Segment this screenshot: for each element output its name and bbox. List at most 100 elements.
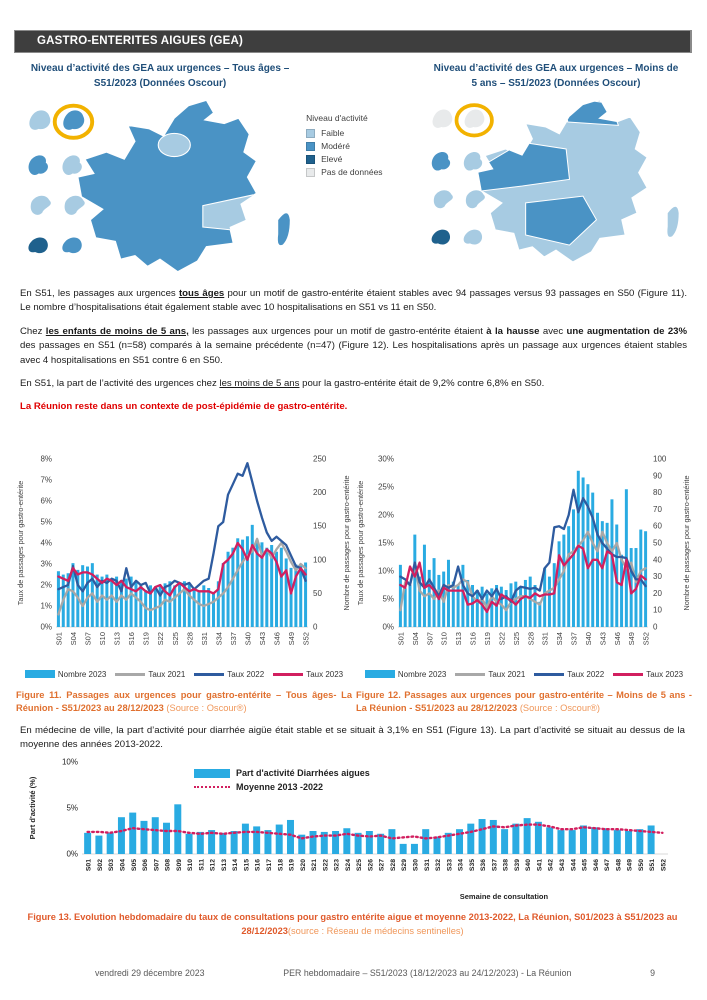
line-swatch: [613, 672, 644, 676]
svg-text:S20: S20: [300, 859, 307, 871]
line-swatch: [273, 672, 304, 676]
svg-text:S05: S05: [131, 859, 138, 871]
svg-text:0%: 0%: [40, 622, 52, 631]
svg-text:S40: S40: [525, 859, 532, 871]
svg-text:7%: 7%: [40, 475, 52, 484]
svg-text:S49: S49: [627, 859, 634, 871]
svg-text:0: 0: [653, 622, 658, 631]
svg-text:S37: S37: [229, 632, 238, 645]
footer-date: vendredi 29 décembre 2023: [95, 968, 205, 978]
chart-legend-item: Taux 2023: [273, 670, 343, 679]
svg-text:S34: S34: [555, 632, 564, 645]
svg-text:30%: 30%: [378, 454, 394, 463]
svg-text:250: 250: [313, 454, 327, 463]
chart-legend-item: Taux 2022: [194, 670, 264, 679]
map-title-tous-ages: Niveau d’activité des GEA aux urgences –…: [30, 63, 290, 89]
legend-label: Elevé: [321, 154, 343, 164]
svg-text:S38: S38: [503, 859, 510, 871]
svg-text:S19: S19: [142, 632, 151, 645]
svg-text:S31: S31: [200, 632, 209, 645]
section-header: GASTRO-ENTERITES AIGUES (GEA): [14, 30, 692, 53]
map-legend-title: Niveau d'activité: [306, 113, 368, 123]
maps-section: Niveau d’activité des GEA aux urgences –…: [14, 61, 691, 277]
france-map-tous-ages: [28, 99, 291, 273]
svg-text:6%: 6%: [40, 496, 52, 505]
svg-text:S37: S37: [491, 859, 498, 871]
svg-text:200: 200: [313, 488, 327, 497]
paragraph-moins-5-ans: Chez les enfants de moins de 5 ans, les …: [20, 325, 688, 366]
svg-text:0: 0: [313, 622, 318, 631]
svg-text:25%: 25%: [378, 482, 394, 491]
footer-page-number: 9: [650, 968, 655, 978]
legend-label: Modéré: [321, 141, 350, 151]
svg-text:S42: S42: [548, 859, 555, 871]
svg-text:S16: S16: [255, 859, 262, 871]
svg-text:S26: S26: [367, 859, 374, 871]
line-swatch: [455, 672, 486, 676]
svg-text:S41: S41: [536, 859, 543, 871]
figure-13-chart: 0% 5% 10% S01 S02 S03 S04 S05 S06 S07 S08 S09 S10 S11…: [28, 758, 668, 901]
svg-text:S11: S11: [198, 859, 205, 871]
svg-text:1%: 1%: [40, 601, 52, 610]
svg-text:S17: S17: [266, 859, 273, 871]
svg-text:Semaine de consultation: Semaine de consultation: [460, 892, 549, 901]
svg-text:30: 30: [653, 572, 662, 581]
svg-text:10%: 10%: [62, 758, 78, 767]
bar-swatch: [364, 670, 395, 679]
svg-text:Nombre de passages pour gastro: Nombre de passages pour gastro-entérite: [682, 475, 691, 610]
chart-legend-label: Taux 2021: [148, 669, 186, 679]
figure-11-chart: 0% 1% 2% 3% 4% 5% 6% 7% 8% 0 50 100 150 200 250 S01 S04 S…: [16, 454, 351, 645]
svg-text:S15: S15: [243, 859, 250, 871]
svg-text:S44: S44: [570, 859, 577, 871]
svg-text:S45: S45: [582, 859, 589, 871]
svg-text:S50: S50: [638, 859, 645, 871]
svg-text:S37: S37: [570, 632, 579, 645]
svg-text:40: 40: [653, 555, 662, 564]
svg-text:S03: S03: [108, 859, 115, 871]
legend-label: Faible: [321, 128, 345, 138]
svg-text:60: 60: [653, 521, 662, 530]
legend-label: Pas de données: [321, 167, 383, 177]
svg-text:80: 80: [653, 488, 662, 497]
svg-text:90: 90: [653, 471, 662, 480]
svg-text:S19: S19: [483, 632, 492, 645]
svg-text:S12: S12: [210, 859, 217, 871]
map-legend-item: Elevé: [306, 154, 421, 164]
svg-text:S22: S22: [497, 632, 506, 645]
chart-legend-item: Nombre 2023: [24, 670, 106, 679]
legend-color-swatch: [306, 154, 316, 164]
svg-text:S33: S33: [446, 859, 453, 871]
svg-text:S52: S52: [642, 632, 651, 645]
svg-text:S04: S04: [69, 632, 78, 645]
chart-legend-item: Taux 2023: [613, 670, 683, 679]
map-legend-item: Faible: [306, 128, 421, 138]
svg-text:Taux de passages pour gastro-e: Taux de passages pour gastro-entérite: [356, 480, 365, 605]
svg-text:5%: 5%: [66, 804, 78, 813]
svg-text:S22: S22: [156, 632, 165, 645]
figure-12-block: 0% 5% 10% 15% 20% 25% 30% 0 10 20 30 40 50 60 70 80 90 10…: [354, 449, 694, 716]
svg-text:S40: S40: [584, 632, 593, 645]
svg-text:100: 100: [653, 454, 667, 463]
figure-12-caption: Figure 12. Passages aux urgences pour ga…: [356, 689, 692, 714]
chart-legend-label: Part d'activité Diarrhées aigues: [236, 768, 370, 779]
svg-text:S27: S27: [379, 859, 386, 871]
page-footer: vendredi 29 décembre 2023 PER hebdomadai…: [0, 968, 707, 978]
svg-text:S51: S51: [649, 859, 656, 871]
svg-text:S23: S23: [334, 859, 341, 871]
svg-text:100: 100: [313, 555, 327, 564]
svg-text:50: 50: [653, 538, 662, 547]
svg-text:Nombre de passages pour gastro: Nombre de passages pour gastro-entérite: [342, 475, 351, 610]
svg-text:S18: S18: [277, 859, 284, 871]
legend-color-swatch: [306, 141, 316, 151]
svg-text:S31: S31: [541, 632, 550, 645]
svg-text:S13: S13: [113, 632, 122, 645]
svg-text:S28: S28: [185, 632, 194, 645]
svg-text:S07: S07: [84, 632, 93, 645]
svg-text:S29: S29: [401, 859, 408, 871]
svg-text:4%: 4%: [40, 538, 52, 547]
chart-legend-label: Taux 2021: [488, 669, 526, 679]
svg-text:S49: S49: [627, 632, 636, 645]
svg-text:S25: S25: [512, 632, 521, 645]
svg-text:S25: S25: [356, 859, 363, 871]
